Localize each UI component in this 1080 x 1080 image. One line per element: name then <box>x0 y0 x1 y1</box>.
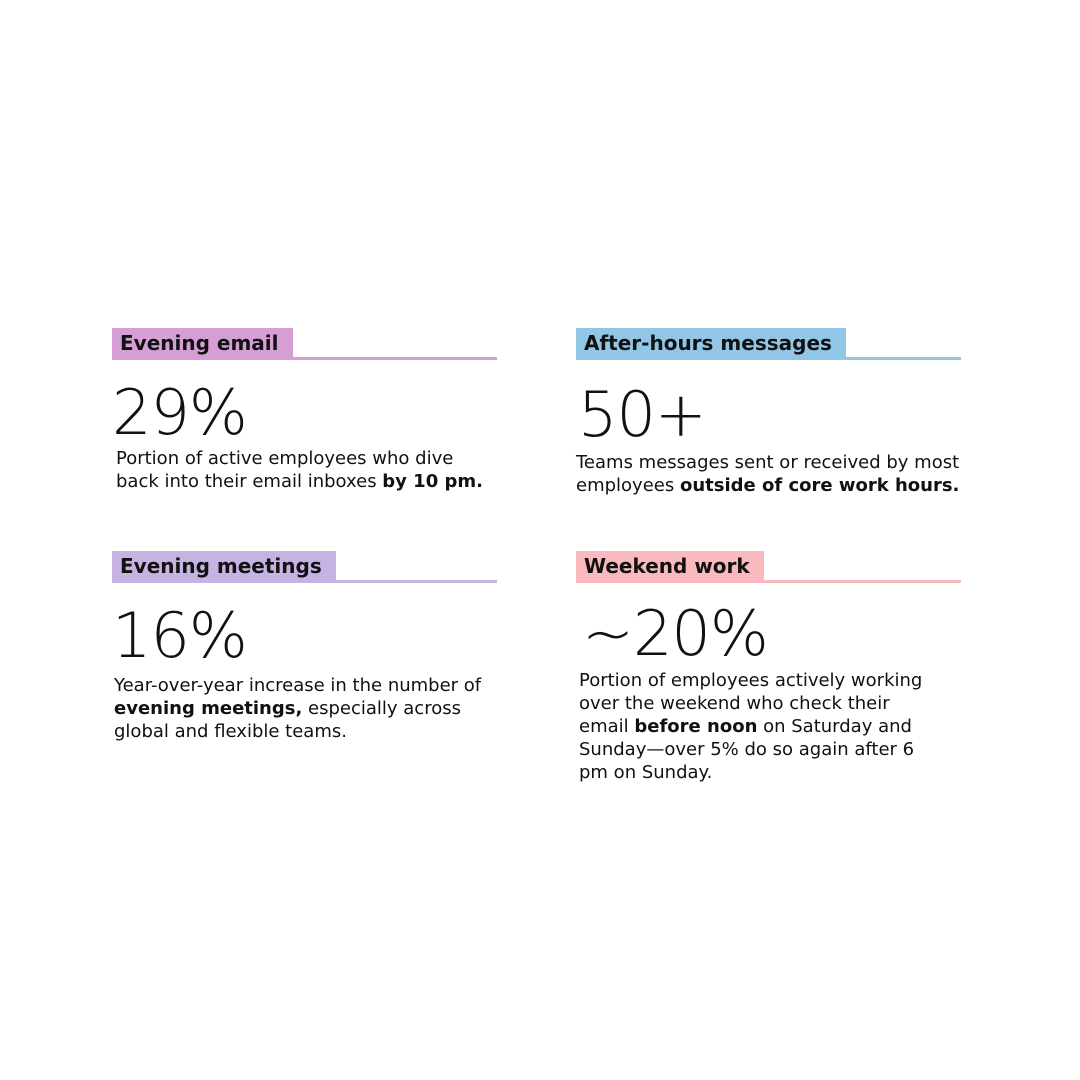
stat-value: ~20% <box>582 597 769 670</box>
card-title: Weekend work <box>576 551 764 583</box>
desc-text-end: especially across global and flexible te… <box>114 698 461 742</box>
stat-description: Teams messages sent or received by most … <box>576 451 961 497</box>
desc-emphasis: by 10 pm. <box>382 471 483 492</box>
desc-text-end: on Saturday and Sunday—over 5% do so aga… <box>579 716 915 783</box>
desc-text: Portion of active employees who dive bac… <box>116 448 454 492</box>
stat-value: 29% <box>112 376 248 449</box>
card-title: Evening meetings <box>112 551 336 583</box>
desc-text: Teams messages sent or received by most … <box>576 452 960 496</box>
desc-text: Portion of employees actively working ov… <box>579 670 923 737</box>
card-weekend-work: Weekend work ~20% Portion of employees a… <box>576 551 961 783</box>
card-evening-meetings: Evening meetings 16% Year-over-year incr… <box>112 551 497 742</box>
card-title: After-hours messages <box>576 328 846 360</box>
stat-value: 16% <box>112 599 248 672</box>
card-header: Evening meetings <box>112 551 497 583</box>
stat-description: Portion of active employees who dive bac… <box>116 447 496 493</box>
card-after-hours-messages: After-hours messages 50+ Teams messages … <box>576 328 961 496</box>
desc-emphasis: evening meetings, <box>114 698 303 719</box>
card-header: Weekend work <box>576 551 961 583</box>
header-rule <box>112 357 497 360</box>
stat-description: Portion of employees actively working ov… <box>579 669 939 784</box>
card-header: Evening email <box>112 328 497 360</box>
stat-value: 50+ <box>578 378 707 451</box>
card-title: Evening email <box>112 328 293 360</box>
card-header: After-hours messages <box>576 328 961 360</box>
desc-emphasis: outside of core work hours. <box>679 475 960 496</box>
desc-emphasis: before noon <box>634 716 758 737</box>
desc-text: Year-over-year increase in the number of <box>114 675 482 696</box>
card-evening-email: Evening email 29% Portion of active empl… <box>112 328 497 492</box>
header-rule <box>576 580 961 583</box>
stat-description: Year-over-year increase in the number of… <box>114 674 494 743</box>
